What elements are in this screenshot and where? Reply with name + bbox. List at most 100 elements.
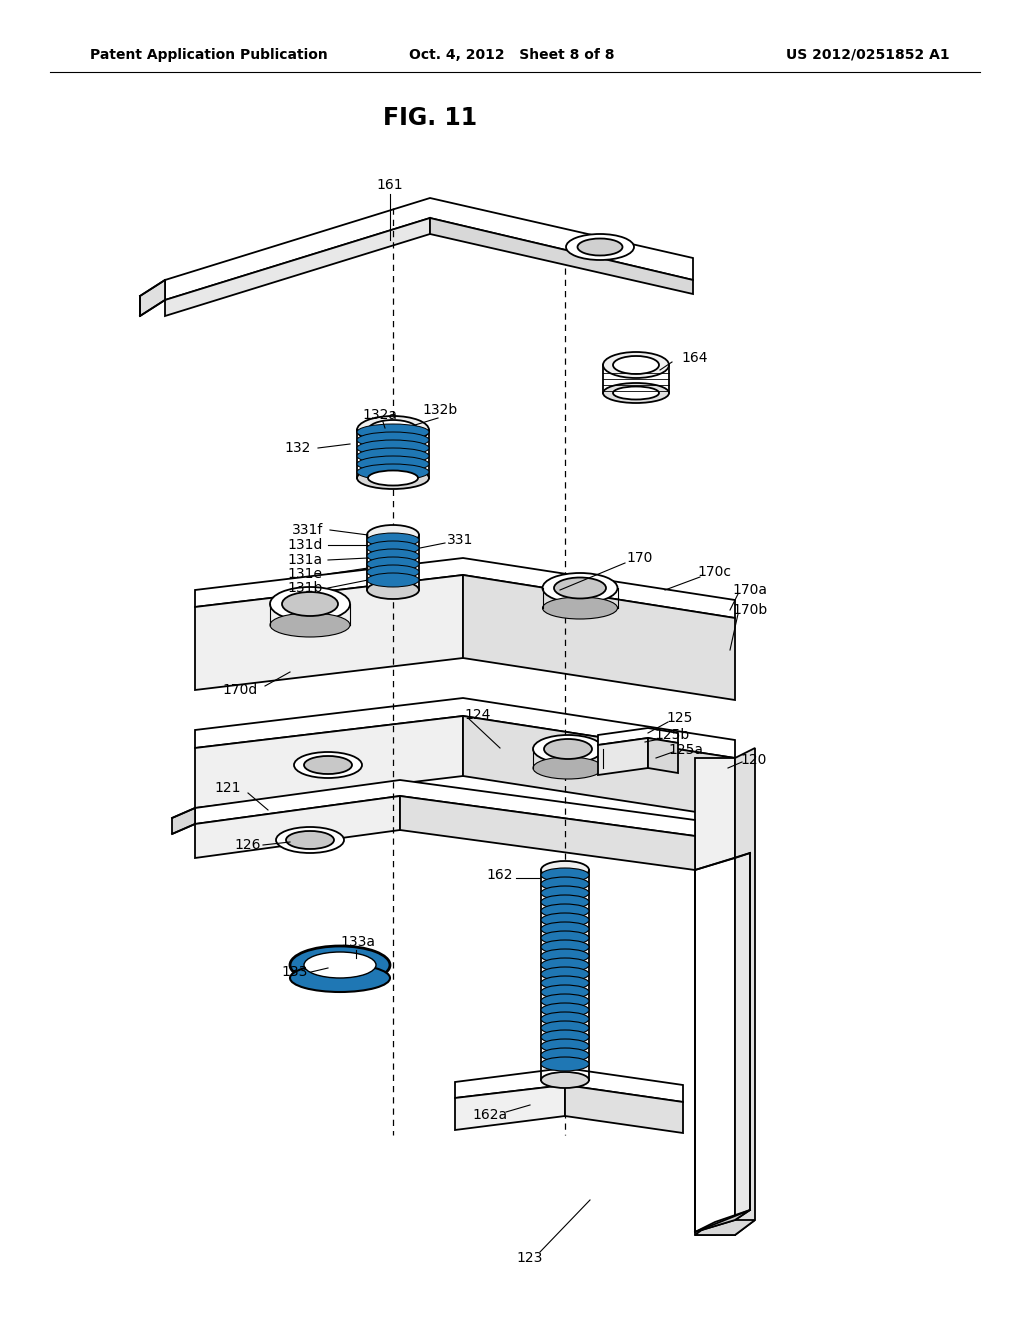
- Text: 131a: 131a: [288, 553, 323, 568]
- Text: US 2012/0251852 A1: US 2012/0251852 A1: [786, 48, 950, 62]
- Ellipse shape: [290, 964, 390, 993]
- Text: 133: 133: [282, 965, 308, 979]
- Ellipse shape: [286, 832, 334, 849]
- Text: 132a: 132a: [362, 408, 397, 422]
- Polygon shape: [165, 218, 430, 315]
- Ellipse shape: [541, 1057, 589, 1071]
- Ellipse shape: [357, 424, 429, 440]
- Ellipse shape: [367, 533, 419, 546]
- Ellipse shape: [613, 356, 659, 374]
- Ellipse shape: [541, 886, 589, 900]
- Text: 125a: 125a: [669, 743, 703, 756]
- Ellipse shape: [276, 828, 344, 853]
- Text: 132: 132: [285, 441, 311, 455]
- Ellipse shape: [541, 968, 589, 981]
- Polygon shape: [367, 535, 419, 590]
- Ellipse shape: [541, 940, 589, 954]
- Text: 331f: 331f: [292, 523, 324, 537]
- Ellipse shape: [603, 352, 669, 378]
- Text: 125: 125: [667, 711, 693, 725]
- Ellipse shape: [541, 1048, 589, 1063]
- Ellipse shape: [541, 931, 589, 945]
- Ellipse shape: [541, 994, 589, 1008]
- Ellipse shape: [541, 958, 589, 972]
- Ellipse shape: [544, 739, 592, 759]
- Ellipse shape: [541, 949, 589, 964]
- Text: 131d: 131d: [288, 539, 323, 552]
- Polygon shape: [565, 1085, 683, 1133]
- Ellipse shape: [368, 470, 418, 486]
- Ellipse shape: [541, 975, 589, 990]
- Text: 123: 123: [517, 1251, 543, 1265]
- Polygon shape: [195, 715, 463, 808]
- Ellipse shape: [294, 752, 362, 777]
- Text: Oct. 4, 2012   Sheet 8 of 8: Oct. 4, 2012 Sheet 8 of 8: [410, 48, 614, 62]
- Text: 125b: 125b: [654, 729, 689, 742]
- Ellipse shape: [541, 913, 589, 927]
- Ellipse shape: [541, 985, 589, 999]
- Ellipse shape: [543, 597, 617, 619]
- Polygon shape: [455, 1085, 565, 1130]
- Ellipse shape: [534, 756, 603, 779]
- Ellipse shape: [270, 612, 350, 638]
- Ellipse shape: [368, 420, 418, 440]
- Text: FIG. 11: FIG. 11: [383, 106, 477, 129]
- Ellipse shape: [541, 1072, 589, 1088]
- Ellipse shape: [541, 869, 589, 882]
- Ellipse shape: [566, 234, 634, 260]
- Ellipse shape: [554, 578, 606, 598]
- Text: 164: 164: [682, 351, 709, 366]
- Ellipse shape: [290, 946, 390, 983]
- Ellipse shape: [367, 549, 419, 564]
- Text: 124: 124: [465, 708, 492, 722]
- Ellipse shape: [367, 557, 419, 572]
- Polygon shape: [140, 280, 165, 315]
- Ellipse shape: [367, 573, 419, 587]
- Ellipse shape: [541, 1030, 589, 1044]
- Text: 162: 162: [486, 869, 513, 882]
- Polygon shape: [430, 218, 693, 294]
- Polygon shape: [735, 853, 750, 1220]
- Text: 170a: 170a: [732, 583, 768, 597]
- Ellipse shape: [367, 541, 419, 554]
- Polygon shape: [195, 698, 735, 758]
- Ellipse shape: [543, 573, 617, 603]
- Polygon shape: [463, 715, 735, 818]
- Polygon shape: [598, 729, 678, 744]
- Ellipse shape: [357, 465, 429, 480]
- Text: 133a: 133a: [341, 935, 376, 949]
- Polygon shape: [695, 1210, 750, 1232]
- Ellipse shape: [541, 1012, 589, 1026]
- Text: 131b: 131b: [288, 581, 323, 595]
- Text: 331: 331: [446, 533, 473, 546]
- Ellipse shape: [541, 921, 589, 936]
- Polygon shape: [648, 738, 678, 774]
- Text: 121: 121: [215, 781, 242, 795]
- Polygon shape: [195, 558, 735, 618]
- Ellipse shape: [357, 467, 429, 488]
- Ellipse shape: [541, 904, 589, 917]
- Ellipse shape: [613, 387, 659, 400]
- Polygon shape: [172, 808, 195, 834]
- Ellipse shape: [357, 455, 429, 473]
- Polygon shape: [695, 858, 735, 1232]
- Text: 120: 120: [740, 752, 767, 767]
- Text: 132b: 132b: [422, 403, 458, 417]
- Ellipse shape: [282, 591, 338, 616]
- Text: 161: 161: [377, 178, 403, 191]
- Ellipse shape: [534, 735, 603, 763]
- Text: 170b: 170b: [732, 603, 768, 616]
- Ellipse shape: [578, 239, 623, 256]
- Text: 131e: 131e: [288, 568, 323, 581]
- Polygon shape: [195, 780, 695, 836]
- Text: 170d: 170d: [222, 682, 258, 697]
- Polygon shape: [455, 1068, 683, 1102]
- Ellipse shape: [367, 525, 419, 545]
- Ellipse shape: [541, 1039, 589, 1053]
- Ellipse shape: [603, 383, 669, 403]
- Text: Patent Application Publication: Patent Application Publication: [90, 48, 328, 62]
- Ellipse shape: [367, 565, 419, 579]
- Polygon shape: [463, 576, 735, 700]
- Polygon shape: [541, 870, 589, 1080]
- Text: 126: 126: [234, 838, 261, 851]
